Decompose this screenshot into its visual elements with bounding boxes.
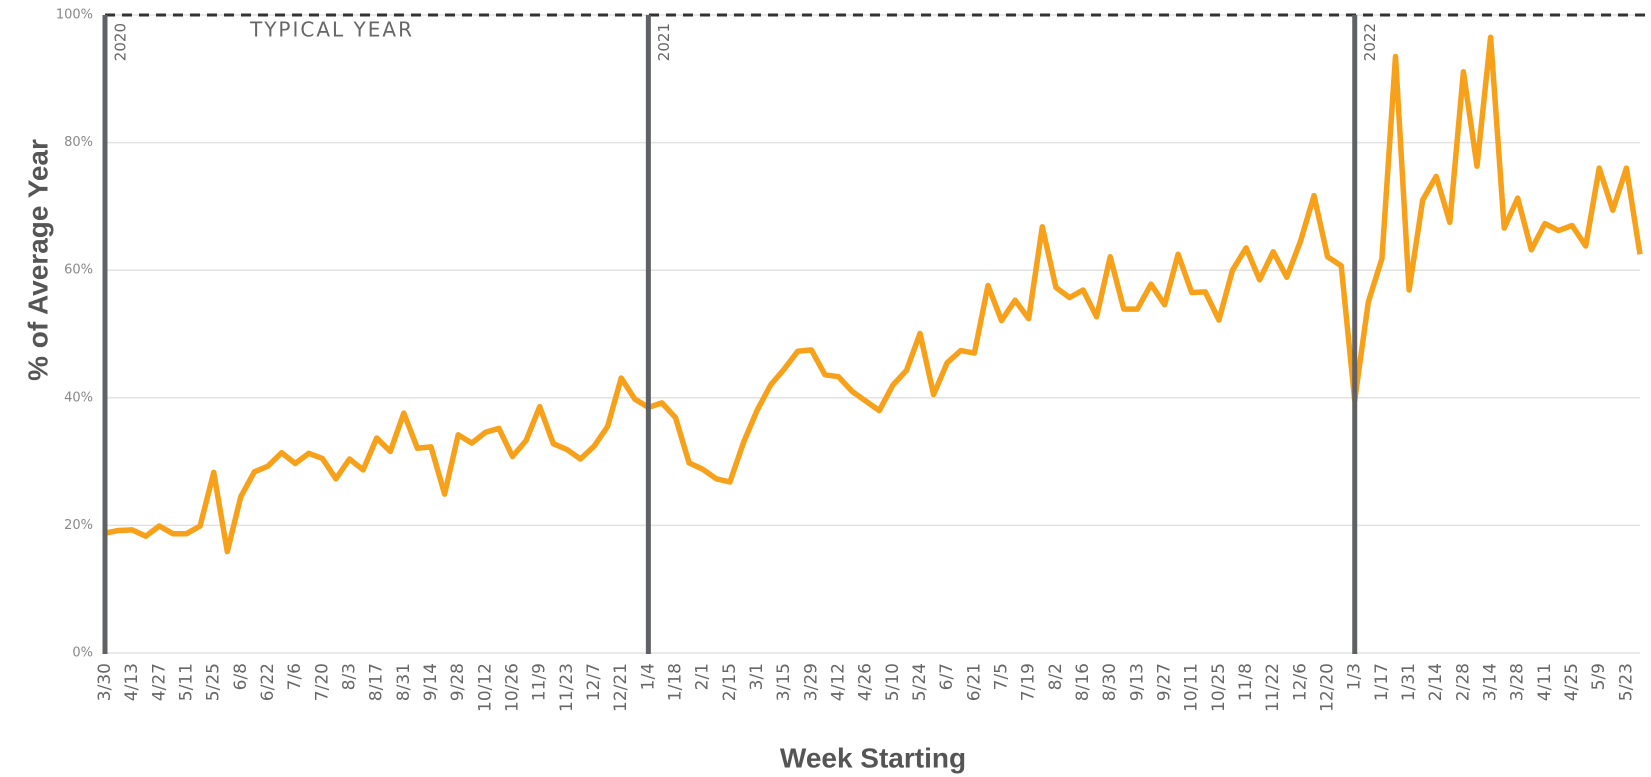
x-tick-label: 10/12 [475,663,495,712]
y-axis-title: % of Average Year [22,139,53,381]
y-tick-label: 60% [64,263,93,278]
x-tick-label: 1/31 [1399,663,1419,701]
x-tick-label: 12/6 [1290,663,1310,701]
x-tick-label: 7/19 [1019,663,1039,701]
x-tick-label: 12/21 [611,663,631,712]
x-tick-label: 6/21 [964,663,984,701]
x-tick-label: 8/30 [1100,663,1120,701]
x-tick-label: 9/27 [1155,663,1175,701]
x-tick-label: 7/5 [992,663,1012,690]
x-tick-label: 2/1 [693,663,713,690]
x-axis-title: Week Starting [780,742,966,773]
x-tick-label: 12/20 [1318,663,1338,712]
x-tick-label: 7/20 [312,663,332,701]
x-tick-label: 4/26 [856,663,876,701]
y-tick-label: 20% [64,518,93,533]
x-tick-label: 3/29 [801,663,821,701]
x-tick-label: 2/28 [1453,663,1473,701]
x-tick-label: 3/1 [747,663,767,690]
x-tick-label: 1/3 [1345,663,1365,690]
x-tick-label: 4/13 [122,663,142,701]
reference-label: TYPICAL YEAR [249,18,414,42]
x-tick-label: 11/9 [530,663,550,701]
x-tick-label: 8/31 [394,663,414,701]
x-tick-label: 4/11 [1535,663,1555,701]
x-tick-label: 10/11 [1182,663,1202,712]
x-tick-label: 1/17 [1372,663,1392,701]
x-tick-label: 8/3 [340,663,360,690]
x-tick-label: 10/26 [503,663,523,712]
x-tick-label: 6/7 [937,663,957,690]
x-tick-label: 12/7 [584,663,604,701]
x-tick-label: 5/9 [1589,663,1609,690]
x-tick-label: 11/23 [557,663,577,712]
x-tick-label: 5/24 [910,663,930,701]
x-tick-label: 11/8 [1236,663,1256,701]
data-line [104,34,1643,555]
x-tick-label: 4/25 [1562,663,1582,701]
x-tick-label: 3/30 [95,663,115,701]
year-label: 2022 [1361,23,1379,61]
y-tick-label: 80% [64,135,93,150]
x-tick-label: 3/28 [1508,663,1528,701]
x-tick-label: 10/25 [1209,663,1229,712]
x-tick-label: 9/13 [1127,663,1147,701]
x-tick-label: 11/22 [1263,663,1283,712]
x-tick-label: 6/8 [231,663,251,690]
x-tick-label: 7/6 [285,663,305,690]
x-tick-label: 5/11 [177,663,197,701]
x-tick-label: 9/14 [421,663,441,701]
x-tick-label: 4/27 [149,663,169,701]
x-tick-label: 6/22 [258,663,278,701]
y-tick-label: 0% [72,646,93,661]
x-tick-label: 3/15 [774,663,794,701]
x-tick-label: 5/23 [1616,663,1636,701]
x-tick-label: 8/2 [1046,663,1066,690]
y-tick-label: 40% [64,390,93,405]
x-tick-label: 5/25 [204,663,224,701]
x-tick-label: 2/15 [720,663,740,701]
x-tick-label: 2/14 [1426,663,1446,701]
x-tick-label: 4/12 [829,663,849,701]
year-label: 2021 [655,23,673,61]
x-tick-label: 1/18 [666,663,686,701]
x-tick-label: 5/10 [883,663,903,701]
y-tick-label: 100% [56,8,93,23]
year-label: 2020 [112,23,130,61]
x-tick-label: 1/4 [638,663,658,690]
x-tick-label: 3/14 [1481,663,1501,701]
x-tick-label: 8/16 [1073,663,1093,701]
x-tick-label: 9/28 [448,663,468,701]
x-tick-label: 8/17 [367,663,387,701]
